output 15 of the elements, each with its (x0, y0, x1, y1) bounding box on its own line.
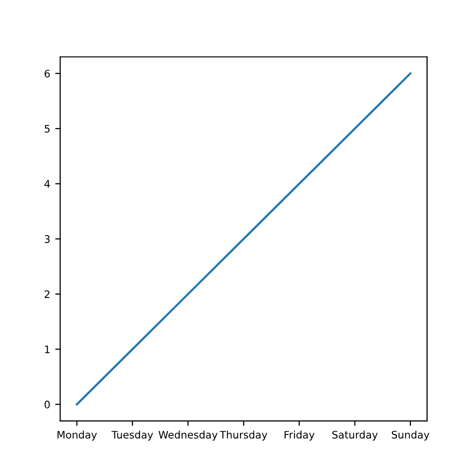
y-tick-label: 3 (44, 235, 50, 243)
y-tick-label: 5 (44, 124, 50, 133)
x-tick-label: Saturday (332, 430, 378, 441)
y-tick-label: 4 (44, 180, 50, 188)
x-tick-label: Monday (58, 430, 97, 441)
y-tick-label: 2 (44, 290, 50, 298)
line-series (76, 72, 412, 406)
x-tick-label: Sunday (392, 430, 430, 441)
y-tick-label: 1 (45, 346, 50, 354)
y-tick-label: 6 (44, 70, 50, 78)
y-tick-label: 0 (44, 400, 50, 408)
x-tick-label: Tuesday (112, 430, 154, 441)
x-tick-label: Wednesday (158, 430, 218, 441)
x-tick-label: Thursday (220, 430, 268, 441)
x-tick-label: Friday (284, 430, 314, 441)
